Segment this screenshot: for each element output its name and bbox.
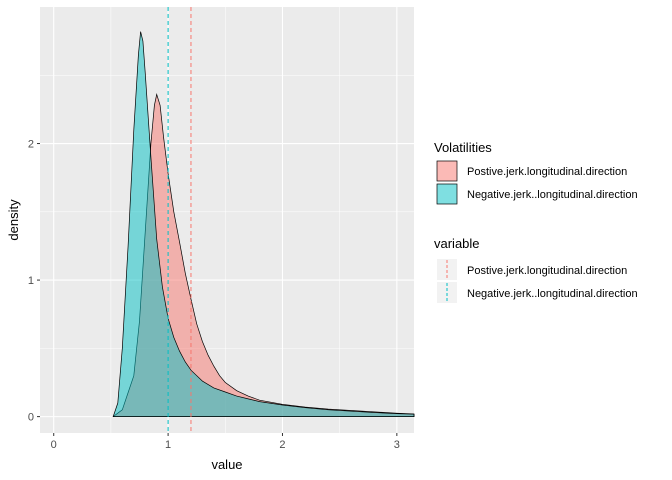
x-tick-label: 1 <box>165 439 171 451</box>
mean-lines <box>167 7 192 433</box>
legend-key-bg <box>437 259 457 280</box>
legend-key-fill <box>436 183 458 205</box>
legend-variable: variable Postive.jerk.longitudinal.direc… <box>434 236 638 303</box>
y-tick-label: 0 <box>28 412 34 424</box>
legend-title-variable: variable <box>434 236 480 251</box>
x-tick-label: 0 <box>51 439 57 451</box>
plot-panel <box>40 7 414 433</box>
legend-title-volatilities: Volatilities <box>434 140 492 155</box>
x-axis-ticks: 0 1 2 3 <box>51 433 400 451</box>
y-tick-label: 1 <box>28 275 34 287</box>
x-axis-title: value <box>211 457 242 472</box>
density-area-negative <box>112 31 415 417</box>
y-tick-label: 2 <box>28 139 34 151</box>
x-tick-label: 3 <box>394 439 400 451</box>
y-axis-ticks: 0 1 2 <box>28 139 40 424</box>
x-tick-label: 2 <box>279 439 285 451</box>
density-areas <box>112 31 415 417</box>
legend-label: Negative.jerk..longitudinal.direction <box>467 288 638 300</box>
legend-label: Postive.jerk.longitudinal.direction <box>467 265 627 277</box>
minor-gridlines <box>40 7 414 433</box>
y-axis-title: density <box>6 199 21 241</box>
legend-label: Postive.jerk.longitudinal.direction <box>467 166 627 178</box>
legend-key-fill <box>436 160 458 182</box>
major-gridlines <box>40 7 414 433</box>
legend-volatilities: Volatilities Postive.jerk.longitudinal.d… <box>434 140 638 205</box>
legend-key-bg <box>437 282 457 303</box>
legend-label: Negative.jerk..longitudinal.direction <box>467 189 638 201</box>
